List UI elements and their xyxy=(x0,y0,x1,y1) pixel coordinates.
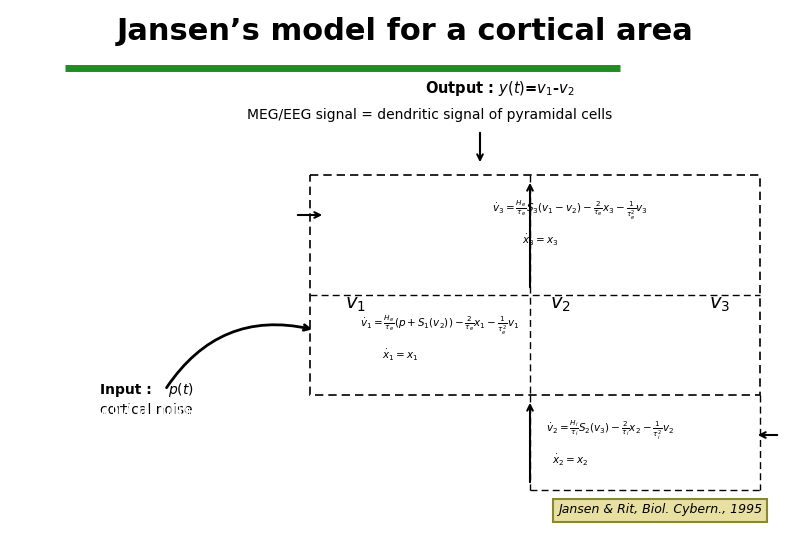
Text: $\dot{x}_3 = x_3$: $\dot{x}_3 = x_3$ xyxy=(522,233,558,247)
Text: $v_1$: $v_1$ xyxy=(344,295,365,314)
Text: $\dot{v}_1 = \frac{H_e}{\tau_e}(p+S_1(v_2))-\frac{2}{\tau_e}x_1-\frac{1}{\tau_e^: $\dot{v}_1 = \frac{H_e}{\tau_e}(p+S_1(v_… xyxy=(360,313,519,336)
Text: $\dot{x}_2 = x_2$: $\dot{x}_2 = x_2$ xyxy=(552,453,588,468)
Text: cortical noise: cortical noise xyxy=(100,403,193,417)
Text: Output : $\mathit{y}(t)$=$\mathit{v}_1$-$\mathit{v}_2$: Output : $\mathit{y}(t)$=$\mathit{v}_1$-… xyxy=(425,78,575,98)
Text: $v_3$: $v_3$ xyxy=(710,295,731,314)
Text: Jansen & Rit, Biol. Cybern., 1995: Jansen & Rit, Biol. Cybern., 1995 xyxy=(558,503,762,516)
Text: $v_2$: $v_2$ xyxy=(550,295,570,314)
Text: $\dot{x}_1 = x_1$: $\dot{x}_1 = x_1$ xyxy=(382,348,418,362)
Text: $\dot{v}_2 = \frac{H_i}{\tau_i}S_2(v_3)-\frac{2}{\tau_i}x_2-\frac{1}{\tau_i^2}v_: $\dot{v}_2 = \frac{H_i}{\tau_i}S_2(v_3)-… xyxy=(546,418,674,442)
Text: Jansen’s model for a cortical area: Jansen’s model for a cortical area xyxy=(117,17,693,46)
Text: Input :: Input : xyxy=(100,383,156,397)
Text: MEG/EEG signal = dendritic signal of pyramidal cells: MEG/EEG signal = dendritic signal of pyr… xyxy=(247,108,612,122)
Text: $\dot{v}_3 = \frac{H_e}{\tau_e}S_3(v_1-v_2)-\frac{2}{\tau_e}x_3-\frac{1}{\tau_e^: $\dot{v}_3 = \frac{H_e}{\tau_e}S_3(v_1-v… xyxy=(492,199,648,221)
Text: $p(t)$: $p(t)$ xyxy=(168,381,194,399)
